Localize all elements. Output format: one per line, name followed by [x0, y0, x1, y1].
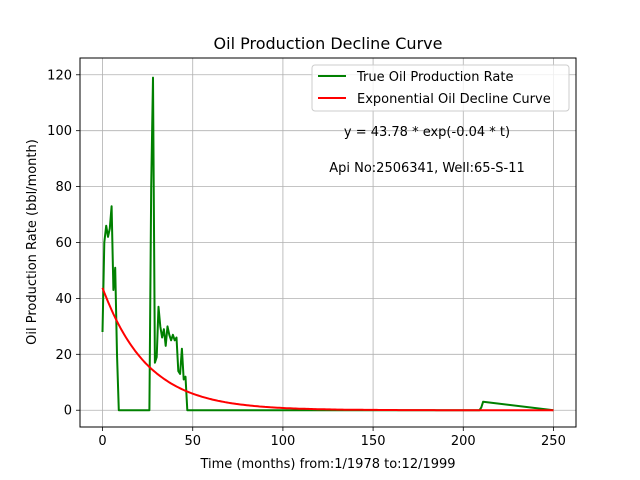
series-line-exponential-decline-curve: [101, 287, 554, 412]
equation-annotation: y = 43.78 * exp(-0.04 * t): [344, 125, 510, 140]
axis-ticks: 0 50 100 150 200 250 0 20 40 60 80 100 120: [47, 68, 566, 449]
x-tick-label: 200: [451, 434, 476, 449]
x-tick-label: 150: [361, 434, 386, 449]
x-tick-label: 0: [98, 434, 106, 449]
y-axis-label: Oil Production Rate (bbl/month): [25, 139, 40, 345]
y-tick-label: 60: [55, 236, 72, 251]
y-tick-label: 40: [55, 292, 72, 307]
chart-title: Oil Production Decline Curve: [214, 34, 443, 53]
x-axis-label: Time (months) from:1/1978 to:12/1999: [199, 457, 455, 472]
legend-label-decline-curve: Exponential Oil Decline Curve: [357, 92, 551, 107]
legend: True Oil Production Rate Exponential Oil…: [311, 64, 570, 112]
x-tick-label: 250: [541, 434, 566, 449]
series-line-true-oil-production-rate: [101, 76, 554, 412]
well-annotation: Api No:2506341, Well:65-S-11: [329, 161, 525, 176]
grid-lines: [80, 58, 576, 427]
legend-box: [311, 64, 570, 112]
y-tick-label: 0: [64, 404, 72, 419]
legend-label-true-rate: True Oil Production Rate: [356, 70, 513, 85]
y-tick-label: 100: [47, 124, 72, 139]
y-tick-label: 80: [55, 180, 72, 195]
plot-series: [101, 76, 554, 412]
y-tick-label: 120: [47, 68, 72, 83]
y-tick-label: 20: [55, 348, 72, 363]
x-tick-label: 100: [270, 434, 295, 449]
x-tick-label: 50: [184, 434, 201, 449]
